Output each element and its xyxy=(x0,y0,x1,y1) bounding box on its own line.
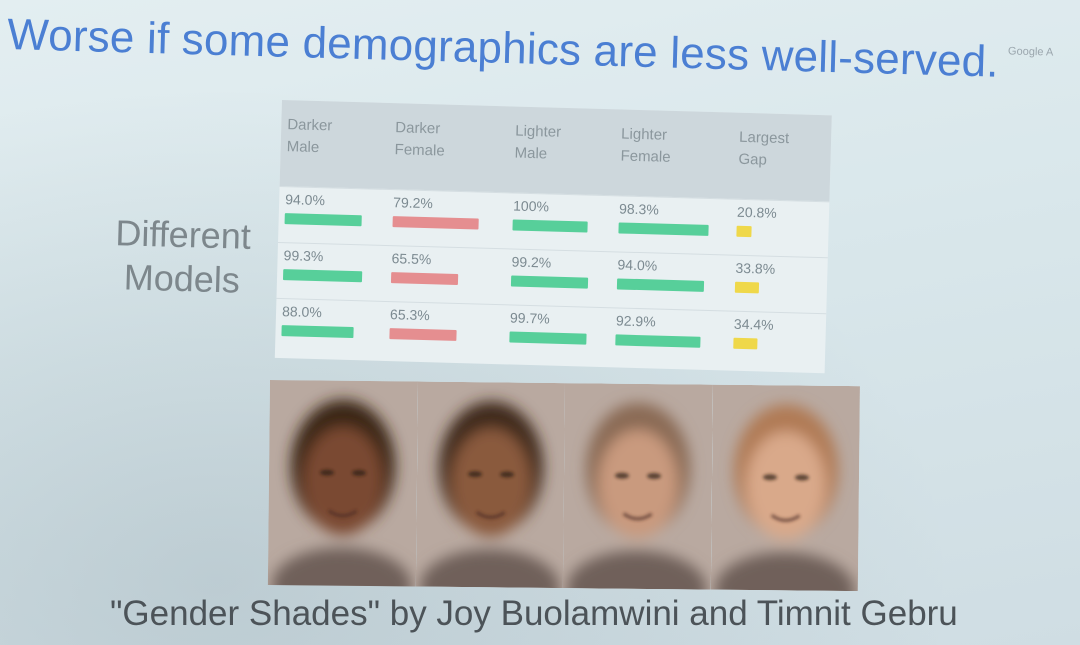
slide-title: Worse if some demographics are less well… xyxy=(6,10,1000,87)
cell-value: 94.0% xyxy=(285,191,326,209)
eye-shape xyxy=(794,474,809,481)
side-label: Different Models xyxy=(99,211,266,304)
accuracy-bar xyxy=(392,216,479,230)
cell-value: 33.8% xyxy=(735,259,776,277)
lighter-female-face xyxy=(710,384,860,592)
eye-shape xyxy=(615,472,630,479)
darker-male-face xyxy=(267,380,418,587)
accuracy-bar xyxy=(616,278,705,292)
table-cell: 99.3% xyxy=(276,243,386,302)
accuracy-bar xyxy=(284,213,362,227)
cell-value: 94.0% xyxy=(617,256,658,274)
mouth-shape xyxy=(770,514,800,522)
cell-value: 79.2% xyxy=(392,194,434,212)
face-image xyxy=(562,383,713,590)
cell-value: 65.5% xyxy=(391,250,432,268)
header-lighter-female: Lighter Female xyxy=(620,125,671,166)
table-cell: 100% xyxy=(506,193,614,252)
accuracy-bar xyxy=(618,222,709,236)
eye-shape xyxy=(467,471,482,478)
face-shape xyxy=(745,431,826,540)
google-logo: Google A xyxy=(1007,45,1054,59)
darker-female-face xyxy=(415,381,565,589)
eye-shape xyxy=(320,469,335,476)
cell-value: 88.0% xyxy=(281,303,323,321)
table-header: Darker Male Darker Female Lighter Male L… xyxy=(279,100,832,202)
mouth-shape xyxy=(327,509,358,518)
eye-shape xyxy=(647,473,662,480)
face-shape xyxy=(450,428,531,537)
average-faces-strip xyxy=(267,380,860,592)
gap-bar xyxy=(736,225,752,238)
lighter-male-face xyxy=(562,383,713,590)
face-shape xyxy=(302,426,383,535)
cell-value: 98.3% xyxy=(618,200,660,218)
table-cell: 20.8% xyxy=(730,200,830,259)
shoulders-shape xyxy=(419,549,560,589)
table-cell: 34.4% xyxy=(727,312,827,371)
eye-shape xyxy=(352,469,367,476)
header-largest-gap: Largest Gap xyxy=(738,128,790,169)
face-shape xyxy=(597,429,678,538)
table-cell: 99.2% xyxy=(504,249,612,308)
side-label-line: Models xyxy=(123,256,241,301)
mouth-shape xyxy=(475,510,505,519)
eye-shape xyxy=(499,471,514,478)
header-darker-male: Darker Male xyxy=(286,116,333,157)
cell-value: 100% xyxy=(512,197,550,215)
results-table: Darker Male Darker Female Lighter Male L… xyxy=(274,100,832,374)
table-cell: 65.3% xyxy=(383,302,505,361)
table-cell: 92.9% xyxy=(609,308,729,367)
cell-value: 34.4% xyxy=(733,315,774,333)
accuracy-bar xyxy=(390,272,459,285)
face-image xyxy=(267,380,418,587)
accuracy-bar xyxy=(615,334,701,348)
table-cell: 88.0% xyxy=(275,299,385,358)
table-cell: 99.7% xyxy=(503,305,611,364)
table-cell: 94.0% xyxy=(610,252,730,311)
accuracy-bar xyxy=(512,219,588,233)
accuracy-bar xyxy=(389,328,457,341)
accuracy-bar xyxy=(282,269,363,283)
side-label-line: Different xyxy=(114,212,252,257)
table-cell: 79.2% xyxy=(386,190,508,249)
cell-value: 99.3% xyxy=(283,247,324,265)
cell-value: 99.7% xyxy=(509,309,550,327)
table-cell: 98.3% xyxy=(612,196,732,255)
cell-value: 92.9% xyxy=(615,312,656,330)
header-lighter-male: Lighter Male xyxy=(514,122,562,163)
face-image xyxy=(415,381,565,589)
header-darker-female: Darker Female xyxy=(394,119,445,160)
face-image xyxy=(710,384,860,592)
cell-value: 99.2% xyxy=(511,253,552,271)
mouth-shape xyxy=(622,512,653,521)
side-label-text: Different Models xyxy=(115,212,251,300)
eye-shape xyxy=(762,474,777,481)
gap-bar xyxy=(734,281,760,294)
shoulders-shape xyxy=(714,552,855,592)
gap-bar xyxy=(733,337,758,350)
shoulders-shape xyxy=(271,547,412,587)
accuracy-bar xyxy=(510,275,589,289)
accuracy-bar xyxy=(281,325,354,339)
cell-value: 65.3% xyxy=(389,306,430,324)
cell-value: 20.8% xyxy=(736,203,777,221)
shoulders-shape xyxy=(566,550,707,590)
table-cell: 94.0% xyxy=(278,187,388,246)
accuracy-bar xyxy=(509,331,587,345)
citation: "Gender Shades" by Joy Buolamwini and Ti… xyxy=(110,594,958,633)
table-cell: 33.8% xyxy=(728,256,828,315)
table-cell: 65.5% xyxy=(384,246,506,305)
